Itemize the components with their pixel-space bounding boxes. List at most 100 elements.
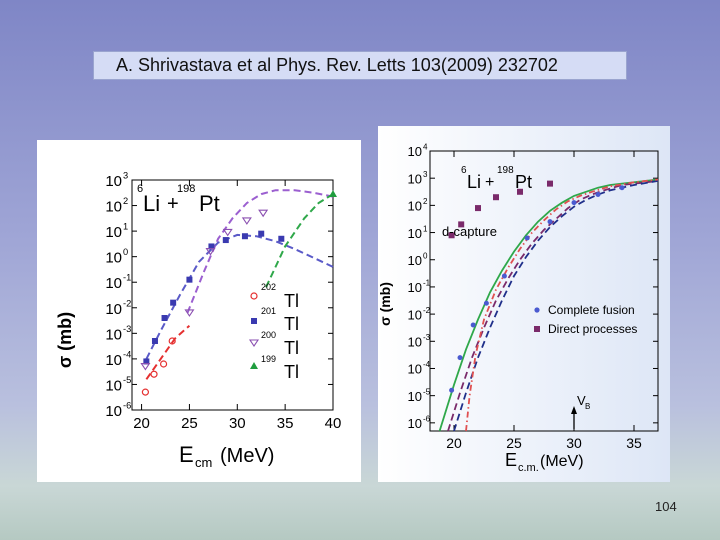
chart-right-y-tick-exp: 3 xyxy=(423,170,428,179)
chart-right-plot-area: 10 410 310 210 110 010 -110 -210 -310 -410 -510 -62… xyxy=(408,143,659,451)
reference-banner: A. Shrivastava et al Phys. Rev. Letts 10… xyxy=(93,51,627,80)
chart-left-series-2-point xyxy=(222,228,233,237)
chart-left-y-tick-base: 10 xyxy=(105,275,122,292)
chart-left-panel: 10 3 10 2 10 1 10 0 10 -1 10 -2 10 -3 10 -4 10 -5 10 -6 20 25… xyxy=(37,140,361,482)
chart-right-series-0-point xyxy=(619,185,625,191)
chart-left-y-tick-exp: -2 xyxy=(123,298,131,308)
chart-right-y-tick-base: 10 xyxy=(408,280,422,295)
legend-marker-complete-fusion xyxy=(534,307,540,313)
chart-left-reaction-plus: + xyxy=(167,193,179,215)
chart-right-annotation: d-capture xyxy=(442,224,497,239)
chart-left-series-2-point xyxy=(241,217,252,225)
legend-marker-201tl xyxy=(251,318,257,324)
chart-left-curve-3 xyxy=(265,193,334,288)
chart-right-series-1-point xyxy=(547,180,553,187)
chart-right-y-tick-base: 10 xyxy=(408,416,422,431)
chart-left-series-2-point xyxy=(184,309,195,317)
chart-left-series-1-point xyxy=(222,237,229,244)
chart-right-series-0-point xyxy=(571,200,577,206)
chart-right-y-tick-base: 10 xyxy=(408,199,422,214)
chart-left-curve-1 xyxy=(145,233,334,360)
chart-right-y-tick-exp: -4 xyxy=(423,360,431,369)
chart-left-series-1-point xyxy=(258,230,265,237)
chart-left-y-tick-exp: 3 xyxy=(123,171,128,181)
chart-left-series-1-point xyxy=(278,235,285,242)
chart-left-series-2-point xyxy=(258,209,269,218)
chart-right-legend: Complete fusion Direct processes xyxy=(534,303,637,336)
chart-right-y-tick-base: 10 xyxy=(408,253,422,268)
chart-left-y-tick-base: 10 xyxy=(105,377,122,394)
chart-left-xlabel-unit: (MeV) xyxy=(220,445,274,467)
chart-left-series-2-point xyxy=(140,363,151,371)
chart-left-series-0-point xyxy=(141,388,150,396)
chart-left-x-tick-label: 40 xyxy=(325,415,342,432)
legend-label-199-mass: 199 xyxy=(261,354,276,364)
chart-right-y-tick-exp: -2 xyxy=(423,306,431,315)
legend-label-direct-processes: Direct processes xyxy=(548,322,637,336)
chart-right-xlabel-main: E xyxy=(505,450,517,470)
chart-left-curve-2 xyxy=(186,189,334,314)
chart-left-series-0-point xyxy=(150,370,158,378)
chart-right-series-1-point xyxy=(475,205,481,212)
chart-right-y-tick-base: 10 xyxy=(408,307,422,322)
chart-right-x-tick-label: 25 xyxy=(506,435,522,451)
chart-left-series-1-point xyxy=(151,338,158,344)
chart-right-reaction-plus: + xyxy=(485,174,494,191)
chart-right-y-tick-base: 10 xyxy=(408,171,422,186)
legend-label-199-sym: Tl xyxy=(284,362,299,382)
legend-label-202-mass: 202 xyxy=(261,282,276,292)
chart-left-y-tick-base: 10 xyxy=(105,250,122,267)
chart-right-y-tick-exp: 0 xyxy=(423,251,428,260)
barrier-label-main: V xyxy=(577,393,586,408)
chart-left-y-tick-exp: 2 xyxy=(123,196,128,206)
chart-right-reaction-b-sym: Pt xyxy=(515,172,532,192)
barrier-label-sub: B xyxy=(585,402,590,411)
chart-right-y-tick-base: 10 xyxy=(408,334,422,349)
legend-marker-direct-processes xyxy=(534,326,540,332)
chart-left-x-tick-label: 25 xyxy=(181,415,198,432)
legend-marker-199tl xyxy=(250,362,258,369)
chart-left-legend: 202 Tl 201 Tl 200 Tl 199 Tl xyxy=(248,282,299,382)
chart-left-series-3-point xyxy=(329,190,337,198)
chart-right-series-0-point xyxy=(457,355,463,361)
legend-label-201-sym: Tl xyxy=(284,314,299,334)
chart-right-y-tick-base: 10 xyxy=(408,389,422,404)
chart-left-series-1-point xyxy=(143,358,150,365)
chart-right-series-0-point xyxy=(547,219,553,225)
chart-left-series-1-point xyxy=(186,276,193,283)
chart-left-ylabel: σ (mb) xyxy=(55,312,75,368)
chart-left-curve-0 xyxy=(145,324,191,380)
chart-right-series-0-point xyxy=(483,300,489,306)
chart-left-series-2-point xyxy=(205,248,216,256)
chart-left-series-0-point xyxy=(168,337,176,345)
chart-left-y-tick-exp: 1 xyxy=(123,222,128,232)
chart-right-series-0-point xyxy=(501,273,507,279)
chart-right-curve-3 xyxy=(465,178,659,432)
chart-right-series-0-point xyxy=(524,235,530,241)
legend-marker-200tl xyxy=(248,339,260,347)
chart-left-x-tick-label: 30 xyxy=(229,415,246,432)
chart-right-ylabel: σ (mb) xyxy=(378,282,393,326)
page-number: 104 xyxy=(655,499,677,514)
chart-right: 10 410 310 210 110 010 -110 -210 -310 -410 -510 -62… xyxy=(377,143,659,474)
chart-right-y-tick-exp: -5 xyxy=(423,387,431,396)
chart-right-y-tick-exp: -3 xyxy=(423,333,431,342)
chart-left-x-tick-label: 35 xyxy=(277,415,294,432)
chart-right-series-1-point xyxy=(493,194,499,201)
chart-left-y-tick-base: 10 xyxy=(105,326,122,343)
chart-left-y-tick-exp: -3 xyxy=(123,324,131,334)
chart-right-y-tick-exp: -6 xyxy=(423,415,431,424)
chart-right-y-tick-exp: 1 xyxy=(423,224,428,233)
chart-right-curve-0 xyxy=(438,178,659,432)
chart-left-y-tick-base: 10 xyxy=(105,403,122,420)
chart-left-y-tick-exp: -4 xyxy=(123,349,131,359)
chart-right-frame xyxy=(429,150,659,432)
barrier-arrow-head xyxy=(571,406,577,414)
chart-right-series-0-point xyxy=(595,191,601,197)
chart-left-y-tick-base: 10 xyxy=(105,352,122,369)
chart-right-y-tick-exp: -1 xyxy=(423,279,431,288)
chart-left-reaction-a-sym: Li xyxy=(143,191,160,216)
chart-right-y-tick-exp: 4 xyxy=(423,143,428,152)
